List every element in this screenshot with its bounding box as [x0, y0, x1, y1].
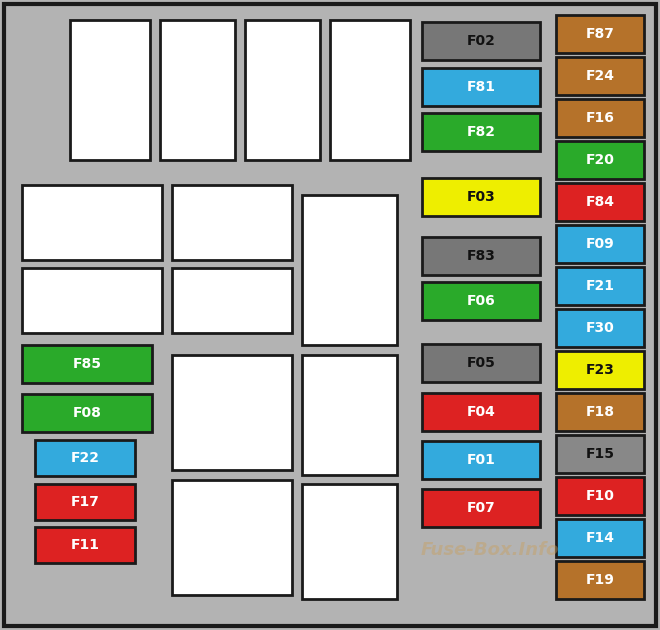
Bar [556, 141, 644, 179]
Bar [302, 484, 397, 599]
Bar [245, 20, 320, 160]
Text: F06: F06 [467, 294, 496, 308]
Bar [422, 178, 540, 216]
Bar [556, 435, 644, 473]
Bar [556, 351, 644, 389]
Bar [556, 99, 644, 137]
Bar [22, 268, 162, 333]
Text: F02: F02 [467, 34, 496, 48]
Text: F07: F07 [467, 501, 496, 515]
Text: F17: F17 [71, 495, 100, 509]
Bar [160, 20, 235, 160]
Text: F09: F09 [585, 237, 614, 251]
Text: F83: F83 [467, 249, 496, 263]
Bar [302, 195, 397, 345]
Bar [22, 345, 152, 383]
Bar [422, 344, 540, 382]
Bar [172, 268, 292, 333]
Bar [22, 185, 162, 260]
Text: Fuse-Box.Info: Fuse-Box.Info [421, 541, 559, 559]
Text: F15: F15 [585, 447, 614, 461]
Bar [422, 113, 540, 151]
Bar [422, 441, 540, 479]
Bar [330, 20, 410, 160]
Text: F03: F03 [467, 190, 496, 204]
Text: F23: F23 [585, 363, 614, 377]
Bar [422, 22, 540, 60]
Bar [556, 519, 644, 557]
Text: F11: F11 [71, 538, 100, 552]
Text: F04: F04 [467, 405, 496, 419]
Text: F85: F85 [73, 357, 102, 371]
Text: F21: F21 [585, 279, 614, 293]
Bar [35, 484, 135, 520]
Text: F16: F16 [585, 111, 614, 125]
Text: F30: F30 [585, 321, 614, 335]
Bar [22, 394, 152, 432]
Text: F10: F10 [585, 489, 614, 503]
Bar [556, 477, 644, 515]
Bar [556, 267, 644, 305]
Bar [556, 561, 644, 599]
Bar [556, 57, 644, 95]
Text: F22: F22 [71, 451, 100, 465]
Text: F24: F24 [585, 69, 614, 83]
Bar [172, 355, 292, 470]
Bar [556, 393, 644, 431]
Text: F01: F01 [467, 453, 496, 467]
Text: F08: F08 [73, 406, 102, 420]
Bar [422, 489, 540, 527]
Bar [422, 393, 540, 431]
Text: F84: F84 [585, 195, 614, 209]
Bar [302, 355, 397, 475]
Bar [422, 68, 540, 106]
Bar [556, 225, 644, 263]
Bar [556, 15, 644, 53]
Bar [35, 440, 135, 476]
Bar [556, 309, 644, 347]
Text: F82: F82 [467, 125, 496, 139]
Bar [556, 183, 644, 221]
Text: F18: F18 [585, 405, 614, 419]
Text: F05: F05 [467, 356, 496, 370]
Bar [422, 282, 540, 320]
Bar [422, 237, 540, 275]
Bar [172, 185, 292, 260]
Text: F14: F14 [585, 531, 614, 545]
Bar [70, 20, 150, 160]
Text: F19: F19 [585, 573, 614, 587]
Text: F20: F20 [585, 153, 614, 167]
Text: F87: F87 [585, 27, 614, 41]
Text: F81: F81 [467, 80, 496, 94]
Bar [172, 480, 292, 595]
Bar [35, 527, 135, 563]
